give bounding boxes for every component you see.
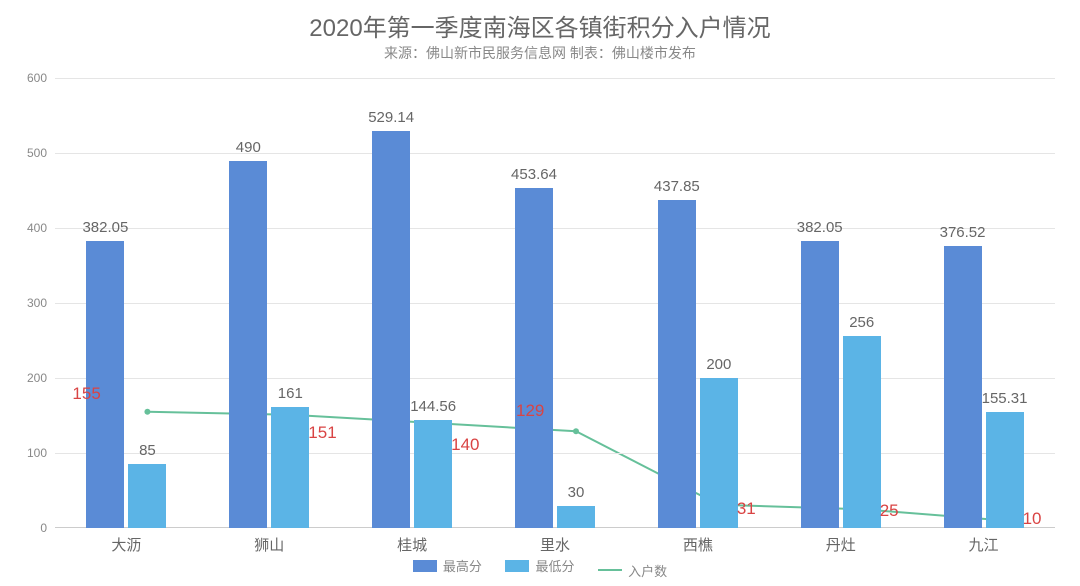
bar-label-lowest: 155.31	[955, 390, 1055, 407]
line-series-marker	[144, 409, 150, 415]
line-value-label: 31	[737, 499, 756, 519]
bar-label-lowest: 144.56	[383, 398, 483, 415]
legend-item-highest: 最高分	[413, 556, 482, 575]
x-axis-category: 狮山	[199, 534, 339, 555]
bar-lowest	[557, 506, 595, 529]
y-axis-tick: 200	[7, 371, 47, 385]
bar-lowest	[700, 378, 738, 528]
legend-item-households: 入户数	[598, 561, 667, 580]
y-axis-tick: 300	[7, 296, 47, 310]
x-axis-line	[55, 527, 1055, 528]
legend-swatch-lowest	[505, 560, 529, 572]
bar-highest	[229, 161, 267, 529]
y-axis-tick: 0	[7, 521, 47, 535]
y-axis-tick: 100	[7, 446, 47, 460]
x-axis-category: 九江	[914, 534, 1054, 555]
bar-label-lowest: 256	[812, 314, 912, 331]
bar-lowest	[843, 336, 881, 528]
x-axis-category: 桂城	[342, 534, 482, 555]
legend-item-lowest: 最低分	[505, 556, 574, 575]
y-axis-tick: 400	[7, 221, 47, 235]
gridline	[55, 78, 1055, 79]
legend-label-highest: 最高分	[443, 556, 482, 575]
chart-container: 2020年第一季度南海区各镇街积分入户情况 来源：佛山新市民服务信息网 制表：佛…	[0, 0, 1080, 586]
legend-label-lowest: 最低分	[535, 556, 574, 575]
bar-lowest	[986, 412, 1024, 528]
bar-label-highest: 376.52	[913, 224, 1013, 241]
gridline	[55, 228, 1055, 229]
bar-label-highest: 490	[198, 139, 298, 156]
bar-highest	[801, 241, 839, 528]
plot-area: 0100200300400500600382.0585大沥155490161狮山…	[55, 78, 1055, 528]
bar-lowest	[414, 420, 452, 528]
x-axis-category: 里水	[485, 534, 625, 555]
bar-label-lowest: 200	[669, 356, 769, 373]
x-axis-category: 丹灶	[771, 534, 911, 555]
line-value-label: 155	[72, 384, 100, 404]
bar-highest	[944, 246, 982, 528]
chart-title: 2020年第一季度南海区各镇街积分入户情况	[0, 0, 1080, 43]
line-value-label: 151	[308, 423, 336, 443]
line-value-label: 140	[451, 435, 479, 455]
gridline	[55, 378, 1055, 379]
bar-label-highest: 453.64	[484, 166, 584, 183]
legend-label-households: 入户数	[628, 561, 667, 580]
y-axis-tick: 600	[7, 71, 47, 85]
bar-label-lowest: 30	[526, 484, 626, 501]
bar-highest	[515, 188, 553, 528]
bar-highest	[372, 131, 410, 528]
line-series-marker	[573, 428, 579, 434]
bar-label-highest: 437.85	[627, 178, 727, 195]
bar-lowest	[128, 464, 166, 528]
bar-label-lowest: 161	[240, 385, 340, 402]
bar-label-lowest: 85	[97, 442, 197, 459]
x-axis-category: 大沥	[56, 534, 196, 555]
bar-label-highest: 382.05	[770, 219, 870, 236]
bar-label-highest: 529.14	[341, 109, 441, 126]
gridline	[55, 453, 1055, 454]
legend: 最高分 最低分 入户数	[0, 556, 1080, 580]
y-axis-tick: 500	[7, 146, 47, 160]
chart-subtitle: 来源：佛山新市民服务信息网 制表：佛山楼市发布	[0, 43, 1080, 63]
legend-swatch-highest	[413, 560, 437, 572]
line-value-label: 25	[880, 501, 899, 521]
bar-lowest	[271, 407, 309, 528]
line-value-label: 10	[1023, 509, 1042, 529]
gridline	[55, 303, 1055, 304]
bar-label-highest: 382.05	[55, 219, 155, 236]
legend-swatch-households	[598, 569, 622, 571]
x-axis-category: 西樵	[628, 534, 768, 555]
line-value-label: 129	[516, 401, 544, 421]
